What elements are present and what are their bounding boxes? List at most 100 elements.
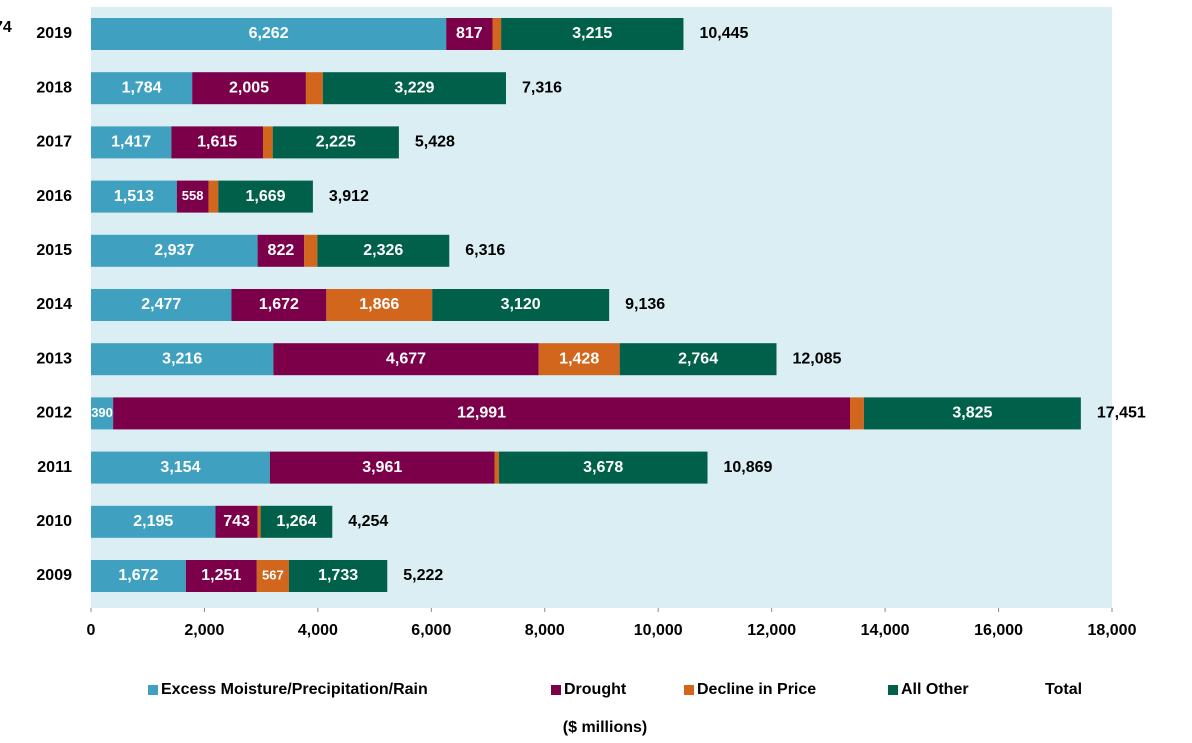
bar-segment — [91, 560, 186, 592]
bar-segment — [257, 234, 305, 267]
bar-segment — [272, 126, 399, 159]
data-label: 2,195 — [133, 513, 173, 530]
y-tick-label: 2014 — [36, 296, 72, 313]
bar-segment — [494, 451, 499, 484]
bar-segment — [231, 289, 327, 321]
bar-segment — [269, 451, 495, 484]
y-tick-label: 2010 — [36, 513, 72, 530]
data-label: 1,428 — [559, 350, 599, 367]
bar-segment — [317, 234, 450, 267]
data-label: 1,251 — [201, 567, 241, 584]
data-label: 1,866 — [359, 296, 399, 313]
legend-label: Excess Moisture/Precipitation/Rain — [161, 681, 428, 698]
data-label: 3,961 — [362, 459, 402, 476]
data-label: 12,991 — [457, 405, 506, 422]
bar-segment — [498, 451, 708, 484]
x-tick-label: 16,000 — [974, 622, 1023, 639]
bar-segment — [176, 180, 209, 213]
data-label: 3,120 — [501, 296, 541, 313]
y-tick-label: 2012 — [36, 405, 72, 422]
bar-segment — [91, 18, 447, 50]
legend-label: Decline in Price — [697, 681, 816, 698]
x-tick-label: 0 — [87, 622, 96, 639]
bar-segment — [218, 180, 313, 213]
data-label: 6,262 — [249, 25, 289, 42]
bar-segment — [91, 289, 232, 321]
total-label: 9,136 — [625, 296, 665, 313]
data-label: 822 — [268, 242, 295, 259]
data-label: 1,669 — [246, 188, 286, 205]
bar-segment — [91, 397, 114, 430]
bar-segment — [304, 234, 318, 267]
bar-segment — [91, 505, 216, 538]
bar-segment — [262, 126, 273, 159]
data-label: 1,417 — [111, 134, 151, 151]
x-tick-label: 12,000 — [747, 622, 796, 639]
legend-swatch — [684, 685, 694, 695]
bar-segment — [185, 560, 257, 592]
legend-swatch — [888, 685, 898, 695]
bar-segment — [326, 289, 433, 321]
data-label: 1,672 — [118, 567, 158, 584]
bar-segment — [288, 560, 388, 592]
data-label: 4,677 — [386, 350, 426, 367]
legend-swatch — [551, 685, 561, 695]
bar-segment — [256, 560, 289, 592]
y-tick-label: 2019 — [36, 25, 72, 42]
total-label: 5,222 — [403, 567, 443, 584]
total-label: 4,254 — [348, 513, 388, 530]
bar-segment — [91, 234, 258, 267]
data-label: 3,216 — [162, 350, 202, 367]
data-label: 2,764 — [678, 350, 718, 367]
data-label: 3,229 — [394, 79, 434, 96]
data-label: 390 — [91, 405, 113, 420]
data-label: 1,513 — [114, 188, 154, 205]
data-label: 3,215 — [572, 25, 612, 42]
bar-segment — [192, 72, 306, 105]
x-tick-label: 8,000 — [525, 622, 565, 639]
data-label: 558 — [182, 188, 204, 203]
data-label: 2,225 — [316, 134, 356, 151]
data-label: 2,477 — [141, 296, 181, 313]
y-tick-label: 2016 — [36, 188, 72, 205]
total-label: 10,445 — [699, 25, 748, 42]
bar-segment — [91, 451, 270, 484]
bar-segment — [113, 397, 851, 430]
bar-segment — [171, 126, 263, 159]
bar-segment — [619, 343, 777, 376]
y-tick-label: 2017 — [36, 134, 72, 151]
bar-segment — [91, 343, 274, 376]
x-axis-label: ($ millions) — [563, 719, 647, 736]
y-tick-label: 2013 — [36, 350, 72, 367]
data-label: 1,784 — [122, 79, 162, 96]
bar-segment — [257, 505, 261, 538]
bar-segment — [208, 180, 219, 213]
bar-segment — [492, 18, 502, 50]
y-tick-label: 2015 — [36, 242, 72, 259]
data-label: 1,733 — [318, 567, 358, 584]
data-label: 817 — [456, 25, 483, 42]
total-label: 3,912 — [329, 188, 369, 205]
y-tick-label: 2018 — [36, 79, 72, 96]
bar-segment — [273, 343, 539, 376]
data-label: 2,005 — [229, 79, 269, 96]
x-tick-label: 2,000 — [184, 622, 224, 639]
bar-segment — [850, 397, 864, 430]
data-label: 743 — [223, 513, 250, 530]
bar-segment — [260, 505, 333, 538]
legend-swatch — [148, 685, 158, 695]
x-tick-label: 6,000 — [411, 622, 451, 639]
x-tick-label: 14,000 — [861, 622, 910, 639]
data-label: 2,937 — [154, 242, 194, 259]
x-tick-label: 10,000 — [634, 622, 683, 639]
total-label: 17,451 — [1097, 405, 1146, 422]
x-tick-label: 4,000 — [298, 622, 338, 639]
legend-label: Drought — [564, 681, 627, 698]
bar-segment — [446, 18, 493, 50]
bar-segment — [91, 72, 193, 105]
bar-segment — [91, 126, 172, 159]
data-label: 1,672 — [259, 296, 299, 313]
bar-segment — [538, 343, 620, 376]
bar-segment — [501, 18, 684, 50]
